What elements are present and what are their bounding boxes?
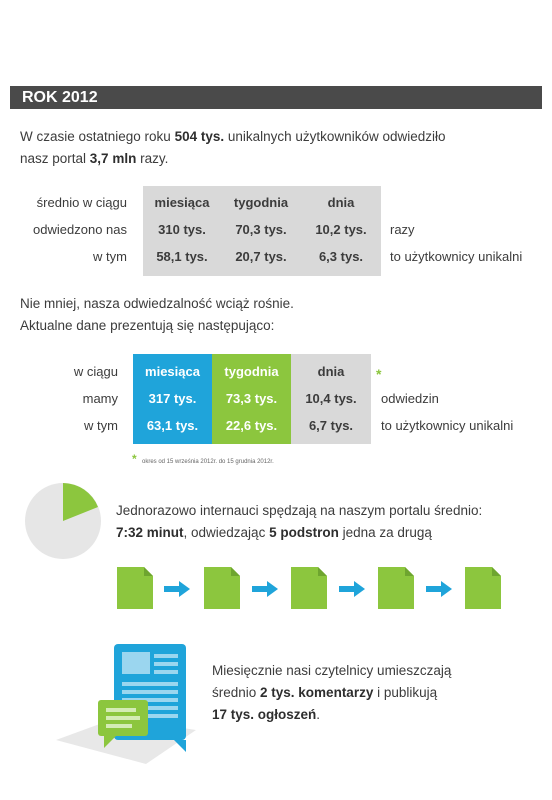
footnote: okres od 15 września 2012r. do 15 grudni… bbox=[142, 459, 274, 465]
growth-paragraph: Nie mniej, nasza odwiedzalność wciąż roś… bbox=[20, 293, 540, 337]
visit-text: , odwiedzając bbox=[183, 525, 270, 540]
comments-count-value: 2 tys. komentarzy bbox=[260, 685, 374, 700]
visit-time-value: 7:32 minut bbox=[116, 525, 184, 540]
table2-day-column bbox=[291, 354, 371, 444]
table1-after-label: to użytkownicy unikalni bbox=[390, 249, 523, 264]
document-icon bbox=[117, 567, 153, 609]
table1-cell: 6,3 tys. bbox=[318, 249, 364, 264]
comments-line-2: średnio 2 tys. komentarzy i publikują bbox=[212, 682, 542, 704]
intro-text: nasz portal bbox=[20, 151, 90, 166]
table2-header-month: miesiąca bbox=[145, 364, 200, 379]
intro-users-value: 504 tys. bbox=[174, 129, 225, 144]
footnote-asterisk: * bbox=[132, 452, 137, 466]
table2-row-label: mamy bbox=[82, 391, 118, 406]
chat-document-icon bbox=[56, 644, 196, 764]
visit-line-1: Jednorazowo internauci spędzają na naszy… bbox=[116, 503, 483, 518]
growth-line-2: Aktualne dane prezentują się następująco… bbox=[20, 318, 275, 333]
table1-cell: 70,3 tys. bbox=[235, 222, 287, 237]
intro-text: W czasie ostatniego roku bbox=[20, 129, 175, 144]
table2-month-column bbox=[133, 354, 212, 444]
table1-cell: 20,7 tys. bbox=[235, 249, 287, 264]
comments-text: i publikują bbox=[373, 685, 438, 700]
table2-cell: 10,4 tys. bbox=[305, 391, 357, 406]
section-title: ROK 2012 bbox=[22, 89, 98, 106]
arrow-right-icon bbox=[164, 581, 190, 597]
table2-row-label: w tym bbox=[84, 418, 118, 433]
table1-background bbox=[143, 186, 381, 276]
visit-paragraph: Jednorazowo internauci spędzają na naszy… bbox=[116, 500, 546, 544]
section-title-bar: ROK 2012 bbox=[10, 86, 542, 109]
comments-text: . bbox=[316, 707, 321, 722]
table1-header-day: dnia bbox=[327, 195, 355, 210]
document-icon bbox=[465, 567, 501, 609]
table1-after-label: razy bbox=[390, 222, 415, 237]
intro-paragraph: W czasie ostatniego roku 504 tys. unikal… bbox=[20, 126, 540, 170]
table2-cell: 6,7 tys. bbox=[308, 418, 354, 433]
table2-after-label: to użytkownicy unikalni bbox=[381, 418, 514, 433]
intro-visits-value: 3,7 mln bbox=[89, 151, 137, 166]
table2-after-label: odwiedzin bbox=[381, 391, 439, 406]
arrow-right-icon bbox=[339, 581, 365, 597]
pie-chart-icon bbox=[25, 483, 101, 559]
table2-cell: 317 tys. bbox=[148, 391, 197, 406]
comments-text: średnio bbox=[212, 685, 261, 700]
table2-cell: 22,6 tys. bbox=[225, 418, 278, 433]
table2-header-day: dnia bbox=[317, 364, 345, 379]
intro-line-1: W czasie ostatniego roku 504 tys. unikal… bbox=[20, 126, 540, 148]
intro-text: unikalnych użytkowników odwiedziło bbox=[224, 129, 446, 144]
table1-cell: 10,2 tys. bbox=[315, 222, 367, 237]
arrow-right-icon bbox=[426, 581, 452, 597]
table1-header-month: miesiąca bbox=[154, 195, 210, 210]
comments-line-1: Miesięcznie nasi czytelnicy umieszczają bbox=[212, 663, 452, 678]
document-icon bbox=[204, 567, 240, 609]
table1-cell: 58,1 tys. bbox=[156, 249, 208, 264]
comments-paragraph: Miesięcznie nasi czytelnicy umieszczają … bbox=[212, 660, 542, 726]
table1-row-label: odwiedzono nas bbox=[33, 222, 127, 237]
table2-cell: 63,1 tys. bbox=[146, 418, 199, 433]
asterisk: * bbox=[376, 366, 382, 382]
table2-row-label: w ciągu bbox=[73, 364, 118, 379]
visit-pages-value: 5 podstron bbox=[269, 525, 339, 540]
table2-cell: 73,3 tys. bbox=[225, 391, 278, 406]
table2-header-week: tygodnia bbox=[224, 364, 279, 379]
document-icon bbox=[378, 567, 414, 609]
comments-line-3: 17 tys. ogłoszeń. bbox=[212, 704, 542, 726]
growth-line-1: Nie mniej, nasza odwiedzalność wciąż roś… bbox=[20, 296, 294, 311]
intro-text: razy. bbox=[136, 151, 169, 166]
visit-text: jedna za drugą bbox=[338, 525, 432, 540]
table1-cell: 310 tys. bbox=[158, 222, 206, 237]
table1-row-label: średnio w ciągu bbox=[36, 195, 127, 210]
document-icon bbox=[291, 567, 327, 609]
ads-count-value: 17 tys. ogłoszeń bbox=[212, 707, 317, 722]
visit-line-2: 7:32 minut, odwiedzając 5 podstron jedna… bbox=[116, 522, 546, 544]
table1-header-week: tygodnia bbox=[233, 195, 289, 210]
arrow-right-icon bbox=[252, 581, 278, 597]
table1-row-label: w tym bbox=[93, 249, 127, 264]
table2-week-column bbox=[212, 354, 291, 444]
intro-line-2: nasz portal 3,7 mln razy. bbox=[20, 148, 540, 170]
